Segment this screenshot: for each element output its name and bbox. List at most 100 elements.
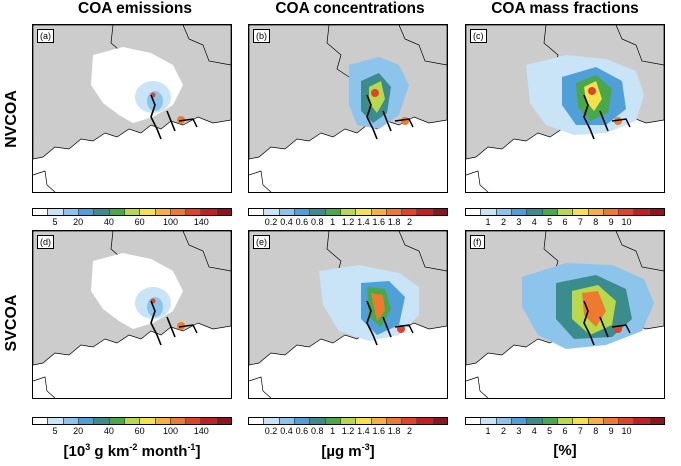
colorbar-swatch [619,209,635,215]
panel-tag: (a) [37,29,54,43]
colorbar-tick-label: 5 [547,217,553,227]
colorbar-tick-label: 9 [608,217,614,227]
map-panel-d: (d) [32,230,232,399]
colorbar-tick-label: 6 [562,426,568,436]
colorbar-tick-label: 7 [577,217,583,227]
colorbar-tick-label: 40 [103,426,114,436]
colorbar-swatch [619,418,635,424]
colorbar-concentrations-bottom [248,417,448,425]
colorbar-swatch [588,209,604,215]
colorbar-swatch [33,418,49,424]
colorbar-ticks-emissions-top: 5 20 40 60 100 140 [32,217,232,229]
colorbar-swatch [109,418,125,424]
colorbar-swatch [140,209,156,215]
colorbar-swatch [249,418,265,424]
colorbar-tick-label: 1.6 [372,426,386,436]
colorbar-swatch [140,418,156,424]
colorbar-swatch [356,418,372,424]
colorbar-swatch [542,209,558,215]
colorbar-tick-label: 5 [547,426,553,436]
colorbar-swatch [371,209,387,215]
colorbar-swatch [186,209,202,215]
colorbar-tick-label: 10 [621,217,632,227]
colorbar-ticks-fractions-top: 1 2 3 4 5 6 7 8 9 10 [465,217,665,229]
map-d [33,231,231,398]
map-panel-e: (e) [248,230,448,399]
colorbar-tick-label: 1.4 [357,426,370,436]
panel-tag: (d) [37,235,54,249]
colorbar-swatch [294,418,311,424]
colorbar-swatch [371,418,387,424]
column-title-concentrations: COA concentrations [275,0,425,17]
colorbar-swatch [186,418,202,424]
row-title-nvcoa: NVCOA [3,90,20,148]
colorbar-swatch [124,209,141,215]
colorbar-swatch [417,209,433,215]
colorbar-tick-label: 7 [577,426,583,436]
colorbar-tick-label: 20 [73,426,84,436]
panel-tag: (b) [253,29,270,43]
colorbar-ticks-concentrations-bottom: 0.2 0.4 0.6 0.8 1 1.2 1.4 1.6 1.8 2 [248,426,448,438]
colorbar-tick-label: 1.6 [372,217,386,227]
colorbar-swatch [279,418,295,424]
colorbar-tick-label: 1.8 [387,217,401,227]
colorbar-tick-label: 0.2 [264,426,278,436]
map-b [249,25,447,192]
map-panel-f: (f) [465,230,665,399]
colorbar-swatch [432,418,448,424]
colorbar-tick-label: 20 [73,217,84,227]
colorbar-tick-label: 40 [103,217,114,227]
colorbar-swatch [155,209,171,215]
colorbar-tick-label: 1 [485,426,491,436]
map-f [466,231,664,398]
colorbar-swatch [603,418,620,424]
colorbar-fractions-bottom [465,417,665,425]
colorbar-swatch [402,209,418,215]
colorbar-tick-label: 3 [516,426,522,436]
colorbar-swatch [201,209,217,215]
column-title-fractions: COA mass fractions [491,0,639,17]
colorbar-swatch [481,418,497,424]
colorbar-ticks-fractions-bottom: 1 2 3 4 5 6 7 8 9 10 [465,426,665,438]
colorbar-tick-label: 0.6 [295,217,309,227]
colorbar-swatch [264,418,280,424]
colorbar-tick-label: 60 [134,217,145,227]
colorbar-swatch [340,418,357,424]
colorbar-swatch [557,418,574,424]
colorbar-tick-label: 100 [162,426,178,436]
colorbar-emissions-top [32,208,232,216]
colorbar-swatch [588,418,604,424]
colorbar-ticks-concentrations-top: 0.2 0.4 0.6 0.8 1 1.2 1.4 1.6 1.8 2 [248,217,448,229]
colorbar-swatch [356,209,372,215]
colorbar-tick-label: 6 [562,217,568,227]
colorbar-swatch [634,418,650,424]
map-e [249,231,447,398]
colorbar-swatch [573,418,589,424]
colorbar-swatch [109,209,125,215]
colorbar-swatch [466,418,482,424]
colorbar-tick-label: 5 [52,426,58,436]
colorbar-swatch [603,209,620,215]
colorbar-swatch [201,418,217,424]
colorbar-tick-label: 3 [516,217,522,227]
colorbar-tick-label: 1.2 [341,426,355,436]
colorbar-swatch [249,209,265,215]
colorbar-swatch [310,209,326,215]
map-c [466,25,664,192]
colorbar-tick-label: 1.2 [341,217,355,227]
colorbar-tick-label: 1 [485,217,491,227]
colorbar-swatch [310,418,326,424]
colorbar-emissions-bottom [32,417,232,425]
colorbar-tick-label: 9 [608,426,614,436]
colorbar-swatch [557,209,574,215]
colorbar-tick-label: 60 [134,426,145,436]
colorbar-concentrations-top [248,208,448,216]
colorbar-swatch [63,209,79,215]
colorbar-swatch [542,418,558,424]
colorbar-tick-label: 4 [531,426,537,436]
colorbar-tick-label: 2 [500,217,506,227]
colorbar-swatch [417,418,433,424]
panel-tag: (c) [470,29,487,43]
unit-label-emissions: [103 g km-2 month-1] [63,442,201,460]
colorbar-tick-label: 1.4 [357,217,370,227]
